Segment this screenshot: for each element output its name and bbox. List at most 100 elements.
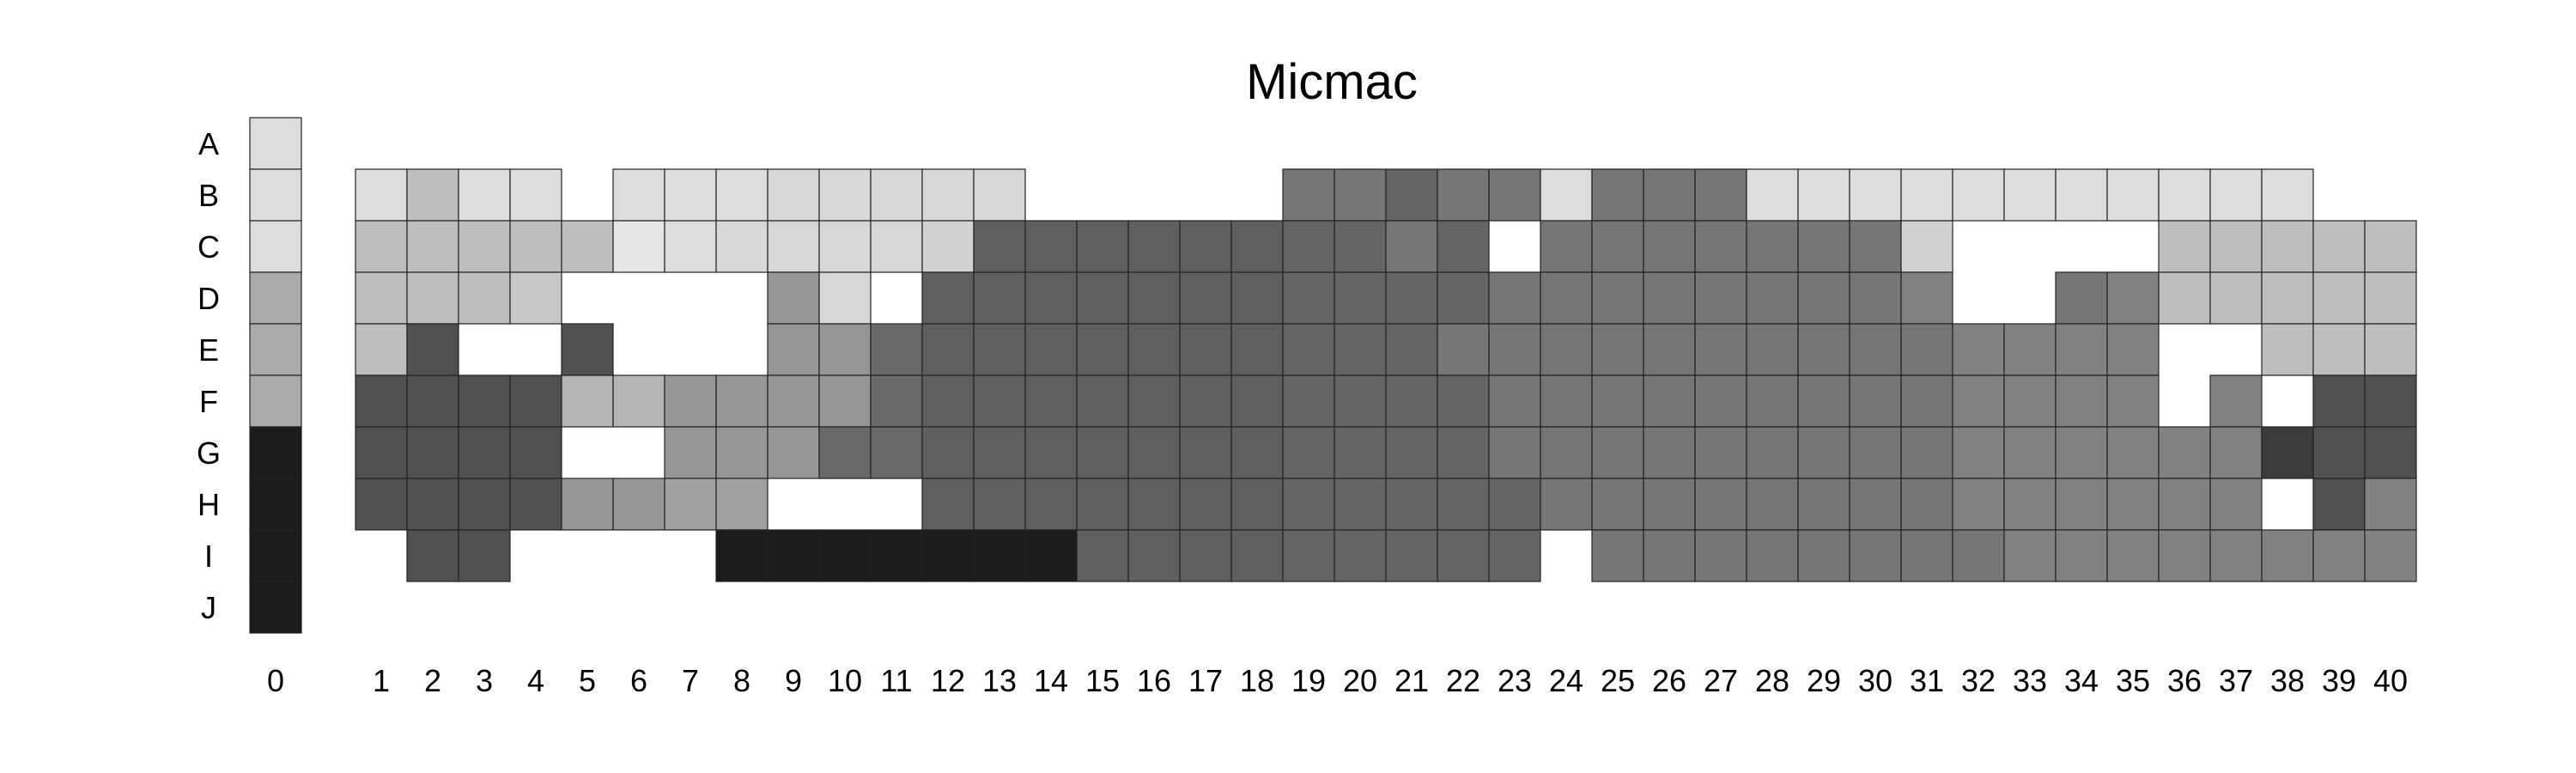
- heatmap-cell: [355, 220, 408, 273]
- heatmap-cell: [2261, 323, 2314, 376]
- heatmap-cell: [2364, 271, 2417, 325]
- heatmap-cell: [1643, 168, 1696, 222]
- heatmap-cell: [818, 426, 872, 479]
- heatmap-cell: [973, 374, 1026, 428]
- heatmap-cell: [406, 426, 459, 479]
- heatmap-cell: [2003, 168, 2057, 222]
- heatmap-cell: [1643, 323, 1696, 376]
- heatmap-cell: [249, 117, 302, 170]
- heatmap-cell: [2312, 374, 2366, 428]
- heatmap-cell: [870, 426, 923, 479]
- heatmap-cell: [2312, 323, 2366, 376]
- heatmap-cell: [1385, 271, 1438, 325]
- heatmap-cell: [1797, 220, 1850, 273]
- heatmap-cell: [1488, 529, 1541, 582]
- heatmap-cell: [1952, 374, 2005, 428]
- heatmap-cell: [1746, 323, 1799, 376]
- column-label: 15: [1085, 663, 1120, 698]
- heatmap-cell: [921, 374, 975, 428]
- heatmap-cell: [561, 220, 614, 273]
- heatmap-cell: [1127, 529, 1181, 582]
- row-label: A: [198, 126, 219, 161]
- heatmap-cell: [2003, 374, 2057, 428]
- heatmap-cell: [921, 168, 975, 222]
- heatmap-cell: [1694, 426, 1747, 479]
- heatmap-cell: [973, 220, 1026, 273]
- heatmap-cell: [715, 374, 769, 428]
- heatmap-cell: [818, 323, 872, 376]
- heatmap-cell: [1746, 220, 1799, 273]
- heatmap-cell: [458, 529, 511, 582]
- heatmap-cell: [2312, 478, 2366, 531]
- heatmap-cell: [1900, 323, 1953, 376]
- heatmap-cell: [1694, 323, 1747, 376]
- row-label: I: [204, 539, 213, 574]
- heatmap-cell: [1797, 478, 1850, 531]
- heatmap-cell: [921, 478, 975, 531]
- heatmap-cell: [1334, 168, 1387, 222]
- row-label: H: [197, 487, 220, 522]
- heatmap-cell: [1540, 374, 1593, 428]
- heatmap-cell: [509, 426, 562, 479]
- heatmap-cell: [1540, 271, 1593, 325]
- heatmap-cell: [1849, 323, 1902, 376]
- heatmap-cell: [458, 220, 511, 273]
- heatmap-cell: [249, 581, 302, 634]
- heatmap-cell: [355, 478, 408, 531]
- heatmap-cell: [664, 478, 717, 531]
- heatmap-cell: [1900, 220, 1953, 273]
- heatmap-cell: [818, 374, 872, 428]
- heatmap-cell: [1024, 323, 1078, 376]
- heatmap-cell: [1591, 323, 1644, 376]
- heatmap-cell: [355, 271, 408, 325]
- column-label: 39: [2322, 663, 2356, 698]
- heatmap-cell: [664, 426, 717, 479]
- heatmap-cell: [1488, 478, 1541, 531]
- heatmap-cell: [1437, 220, 1490, 273]
- heatmap-cell: [1746, 374, 1799, 428]
- heatmap-cell: [973, 168, 1026, 222]
- heatmap-cell: [1385, 374, 1438, 428]
- heatmap-cell: [921, 271, 975, 325]
- heatmap-cell: [2209, 478, 2263, 531]
- heatmap-cell: [2364, 426, 2417, 479]
- heatmap-cell: [870, 323, 923, 376]
- heatmap-cell: [818, 271, 872, 325]
- heatmap-cell: [1952, 478, 2005, 531]
- heatmap-cell: [1076, 478, 1129, 531]
- heatmap-cell: [355, 374, 408, 428]
- row-label: C: [197, 229, 220, 265]
- heatmap-cell: [1230, 529, 1284, 582]
- heatmap-cell: [406, 220, 459, 273]
- heatmap-cell: [767, 374, 820, 428]
- heatmap-cell: [2209, 271, 2263, 325]
- heatmap-cell: [2055, 478, 2108, 531]
- heatmap-cell: [561, 374, 614, 428]
- heatmap-cell: [1849, 529, 1902, 582]
- column-label: 2: [424, 663, 441, 698]
- heatmap-cell: [1334, 426, 1387, 479]
- heatmap-cell: [1076, 220, 1129, 273]
- heatmap-cell: [2312, 271, 2366, 325]
- heatmap-cell: [458, 374, 511, 428]
- heatmap-cell: [2261, 220, 2314, 273]
- heatmap-cell: [1179, 374, 1232, 428]
- heatmap-cell: [1385, 220, 1438, 273]
- heatmap-cell: [2055, 271, 2108, 325]
- heatmap-cell: [1230, 220, 1284, 273]
- heatmap-cell: [612, 478, 665, 531]
- heatmap-cell: [1179, 529, 1232, 582]
- heatmap-cell: [1746, 529, 1799, 582]
- heatmap-cell: [1334, 374, 1387, 428]
- column-label: 29: [1807, 663, 1841, 698]
- column-label: 9: [785, 663, 802, 698]
- heatmap-cell: [249, 271, 302, 325]
- heatmap-cell: [1849, 374, 1902, 428]
- heatmap-cell: [1282, 220, 1335, 273]
- column-label: 38: [2270, 663, 2305, 698]
- heatmap-cell: [664, 374, 717, 428]
- heatmap-cell: [1334, 529, 1387, 582]
- column-label: 31: [1910, 663, 1944, 698]
- heatmap-cell: [1952, 426, 2005, 479]
- heatmap-cell: [715, 220, 769, 273]
